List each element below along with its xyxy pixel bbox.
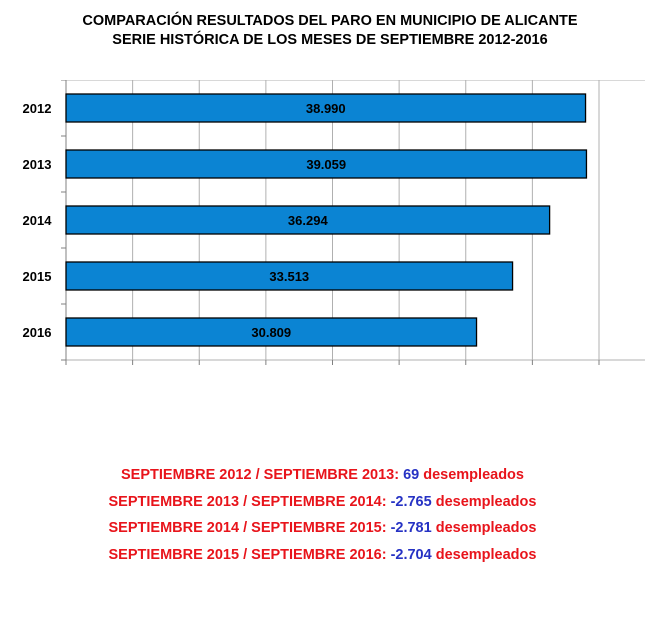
summary-line-3: SEPTIEMBRE 2014 / SEPTIEMBRE 2015: -2.78… <box>0 515 645 542</box>
summary-value: -2.704 <box>390 546 432 563</box>
data-label: 38.990 <box>306 101 346 116</box>
summary-value: -2.765 <box>390 493 432 510</box>
bar <box>65 261 514 291</box>
y-tick-label: 2013 <box>23 157 52 172</box>
summary-line-2: SEPTIEMBRE 2013 / SEPTIEMBRE 2014: -2.76… <box>0 489 645 516</box>
summary-unit: desempleados <box>435 493 537 510</box>
summary-line-4: SEPTIEMBRE 2015 / SEPTIEMBRE 2016: -2.70… <box>0 542 645 569</box>
summary-period: SEPTIEMBRE 2013 / SEPTIEMBRE 2014: <box>108 493 387 510</box>
y-tick-label: 2014 <box>23 213 53 228</box>
data-label: 30.809 <box>251 325 291 340</box>
data-label: 36.294 <box>288 213 329 228</box>
data-label: 39.059 <box>306 157 346 172</box>
summary-line-1: SEPTIEMBRE 2012 / SEPTIEMBRE 2013: 69 de… <box>0 462 645 489</box>
summary-unit: desempleados <box>423 467 524 483</box>
bar <box>65 205 551 235</box>
y-tick-label: 2016 <box>23 325 52 340</box>
bar <box>65 317 478 347</box>
bar <box>65 93 587 123</box>
chart-title: COMPARACIÓN RESULTADOS DEL PARO EN MUNIC… <box>82 13 578 29</box>
y-tick-label: 2012 <box>23 101 52 116</box>
y-tick-label: 2015 <box>23 269 52 284</box>
chart-title-block: COMPARACIÓN RESULTADOS DEL PARO EN MUNIC… <box>0 12 645 50</box>
summary-value: 69 <box>403 467 420 483</box>
summary-value: -2.781 <box>390 520 432 536</box>
summary-block: SEPTIEMBRE 2012 / SEPTIEMBRE 2013: 69 de… <box>0 462 645 568</box>
summary-period: SEPTIEMBRE 2014 / SEPTIEMBRE 2015: <box>108 520 387 536</box>
summary-period: SEPTIEMBRE 2012 / SEPTIEMBRE 2013: <box>121 467 400 483</box>
bar <box>65 149 588 179</box>
summary-period: SEPTIEMBRE 2015 / SEPTIEMBRE 2016: <box>108 546 387 563</box>
chart-subtitle: SERIE HISTÓRICA DE LOS MESES DE SEPTIEMB… <box>112 32 548 48</box>
summary-unit: desempleados <box>435 520 537 536</box>
summary-unit: desempleados <box>435 546 537 563</box>
data-label: 33.513 <box>269 269 309 284</box>
bar-chart: 2012 38.990 2013 39.059 2014 36.294 2015 33.513… <box>23 80 645 365</box>
